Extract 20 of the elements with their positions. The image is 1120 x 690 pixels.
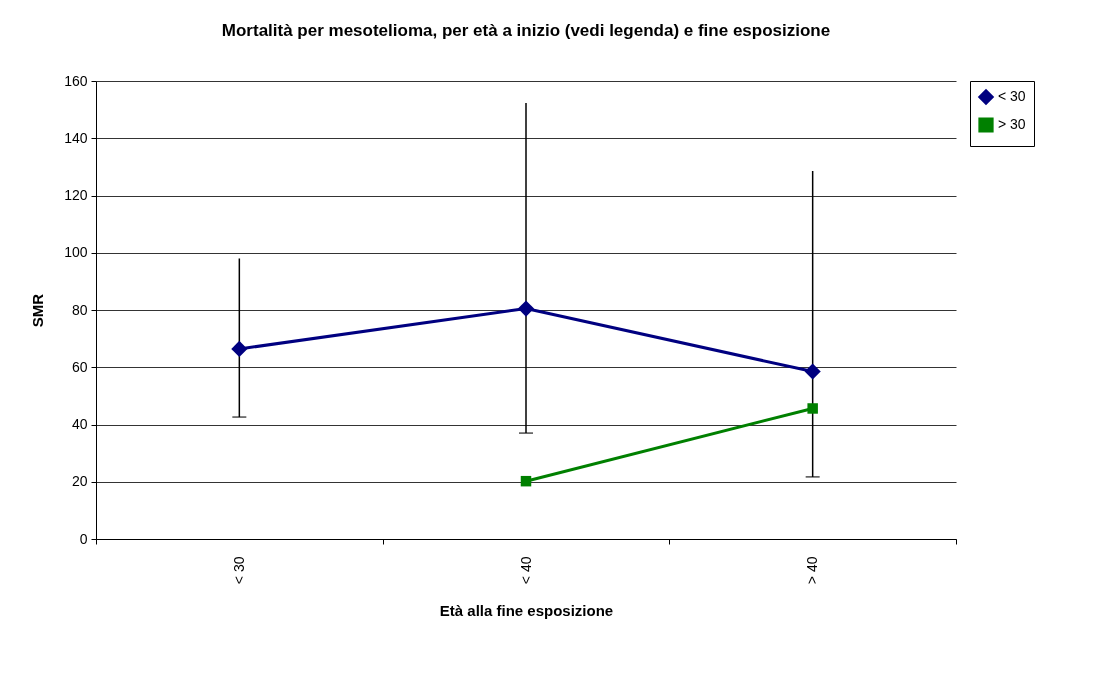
x-tick-label: < 30	[230, 556, 247, 585]
y-axis-title: SMR	[29, 293, 47, 328]
legend-label: < 30	[998, 88, 1026, 104]
y-tick-label: 100	[64, 244, 88, 261]
x-tick-label: > 40	[804, 556, 821, 585]
y-tick-label: 40	[71, 416, 88, 432]
y-tick-label: 160	[64, 72, 88, 89]
point	[804, 363, 821, 380]
y-tick-label: 140	[64, 129, 88, 146]
point	[231, 340, 248, 357]
y-tick-label: 0	[79, 530, 88, 547]
point	[517, 300, 535, 317]
y-tick-label: 80	[71, 301, 88, 318]
chart-title: Mortalità per mesotelioma, per età a inizio (vedi legenda) e fine esposizione	[221, 21, 831, 40]
y-tick-label: 120	[64, 187, 88, 203]
y-tick-label: 20	[71, 473, 88, 490]
x-tick-label: < 40	[517, 556, 534, 585]
y-tick-label: 60	[71, 358, 88, 375]
legend-label: > 30	[998, 116, 1026, 132]
x-axis-title: Età alla fine esposizione	[439, 602, 614, 620]
